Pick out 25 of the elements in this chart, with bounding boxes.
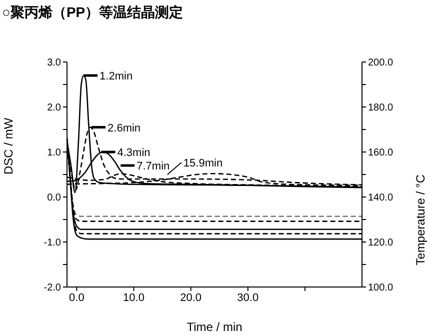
y-tick-label: -1.0: [44, 238, 62, 249]
chart-title: ○聚丙烯（PP）等温结晶测定: [2, 4, 184, 22]
x-tick-label: 0.0: [69, 292, 84, 304]
y-tick-label: 3.0: [47, 58, 62, 69]
annotation: 2.6min: [108, 122, 141, 134]
x-axis-title: Time / min: [186, 320, 242, 334]
annotation: 7.7min: [136, 160, 170, 172]
y2-tick-label: 180.0: [368, 102, 394, 114]
y-axis-title: DSC / mW: [1, 117, 16, 174]
x-tick-label: 30.0: [237, 292, 259, 304]
y2-tick-label: 160.0: [368, 148, 394, 159]
annotation: 1.2min: [100, 70, 133, 82]
y2-axis-title: Temperature / °C: [413, 174, 428, 266]
y2-tick-label: 120.0: [368, 238, 394, 249]
annotation: 4.3min: [117, 147, 150, 159]
y-tick-label: 1.0: [47, 148, 62, 159]
y2-tick-label: 200.0: [368, 58, 394, 69]
y-tick-label: 0.0: [47, 192, 62, 204]
annotation: 15.9min: [183, 158, 223, 170]
y2-tick-label: 100.0: [368, 282, 394, 294]
y2-tick-label: 140.0: [368, 192, 394, 204]
y-tick-label: 2.0: [47, 102, 62, 114]
x-tick-label: 10.0: [123, 292, 144, 304]
x-tick-label: 20.0: [180, 292, 202, 304]
y-tick-label: -2.0: [44, 282, 62, 294]
